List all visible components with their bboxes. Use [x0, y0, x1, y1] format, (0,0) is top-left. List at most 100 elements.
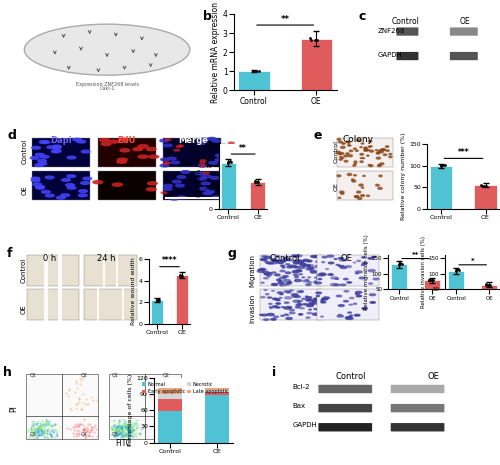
Text: FITC: FITC: [116, 439, 132, 448]
Circle shape: [314, 256, 317, 257]
Circle shape: [296, 304, 302, 306]
Circle shape: [356, 293, 360, 294]
Circle shape: [32, 146, 40, 149]
Circle shape: [279, 298, 282, 299]
Circle shape: [331, 277, 338, 279]
Circle shape: [283, 258, 288, 259]
Circle shape: [315, 282, 322, 284]
Circle shape: [364, 147, 368, 149]
Circle shape: [288, 307, 292, 308]
Text: Q4: Q4: [163, 432, 170, 437]
Circle shape: [260, 268, 265, 270]
Circle shape: [82, 150, 90, 153]
Circle shape: [294, 256, 298, 257]
Circle shape: [264, 319, 269, 320]
Circle shape: [340, 191, 344, 193]
Circle shape: [389, 156, 392, 158]
Text: Merge: Merge: [178, 136, 208, 145]
Circle shape: [56, 196, 65, 199]
Text: e: e: [314, 129, 322, 142]
Circle shape: [284, 314, 288, 315]
Circle shape: [264, 256, 272, 259]
Circle shape: [276, 303, 280, 304]
Circle shape: [280, 284, 286, 286]
Circle shape: [274, 274, 280, 276]
Circle shape: [320, 273, 326, 275]
Circle shape: [296, 255, 302, 257]
Circle shape: [294, 277, 298, 278]
Circle shape: [340, 156, 342, 158]
Circle shape: [276, 303, 278, 304]
Circle shape: [389, 153, 392, 155]
Circle shape: [168, 157, 176, 160]
Circle shape: [354, 196, 358, 198]
Text: OE: OE: [334, 182, 339, 191]
FancyBboxPatch shape: [336, 171, 393, 200]
Circle shape: [362, 187, 364, 188]
Circle shape: [270, 308, 272, 309]
Circle shape: [322, 298, 328, 300]
Circle shape: [302, 298, 306, 299]
Circle shape: [36, 153, 44, 156]
Circle shape: [356, 139, 361, 141]
Circle shape: [330, 284, 338, 286]
Circle shape: [311, 255, 317, 258]
Circle shape: [210, 177, 219, 179]
Circle shape: [353, 165, 356, 166]
Circle shape: [39, 141, 48, 143]
Circle shape: [41, 141, 50, 143]
Point: [255, 67, 263, 75]
Circle shape: [378, 165, 381, 166]
Circle shape: [292, 270, 298, 272]
Circle shape: [344, 291, 348, 292]
Circle shape: [376, 157, 380, 159]
Circle shape: [292, 294, 298, 296]
Text: Q4: Q4: [80, 432, 87, 437]
FancyBboxPatch shape: [316, 255, 378, 286]
Circle shape: [360, 161, 363, 162]
Circle shape: [292, 296, 297, 297]
Circle shape: [176, 146, 182, 147]
Circle shape: [386, 150, 389, 152]
Circle shape: [344, 279, 348, 280]
Circle shape: [67, 156, 76, 159]
Circle shape: [331, 274, 334, 275]
Circle shape: [312, 300, 316, 301]
Circle shape: [264, 261, 268, 262]
Circle shape: [202, 175, 211, 178]
Circle shape: [160, 140, 168, 142]
FancyBboxPatch shape: [163, 171, 222, 200]
Circle shape: [340, 259, 346, 261]
Circle shape: [36, 186, 44, 189]
Circle shape: [160, 158, 170, 161]
Circle shape: [348, 145, 351, 146]
Circle shape: [314, 300, 318, 302]
Circle shape: [368, 165, 371, 166]
Circle shape: [314, 281, 320, 283]
Circle shape: [215, 159, 224, 161]
FancyBboxPatch shape: [84, 290, 138, 320]
Circle shape: [160, 164, 169, 167]
Circle shape: [308, 282, 312, 283]
Circle shape: [36, 186, 44, 188]
Text: Q3: Q3: [112, 432, 119, 437]
Circle shape: [278, 292, 282, 293]
Circle shape: [344, 155, 348, 157]
Circle shape: [204, 172, 210, 174]
Circle shape: [354, 161, 357, 162]
Bar: [238, 71, 270, 91]
FancyBboxPatch shape: [316, 290, 378, 320]
Circle shape: [200, 161, 205, 163]
Circle shape: [341, 157, 344, 159]
Circle shape: [298, 314, 302, 315]
Circle shape: [258, 269, 264, 271]
Circle shape: [181, 171, 190, 173]
Circle shape: [366, 195, 370, 197]
Circle shape: [338, 197, 340, 199]
Text: PI: PI: [9, 405, 18, 412]
Circle shape: [170, 197, 178, 200]
Circle shape: [306, 260, 312, 262]
Circle shape: [300, 263, 306, 266]
Circle shape: [262, 271, 269, 273]
Circle shape: [288, 266, 293, 267]
